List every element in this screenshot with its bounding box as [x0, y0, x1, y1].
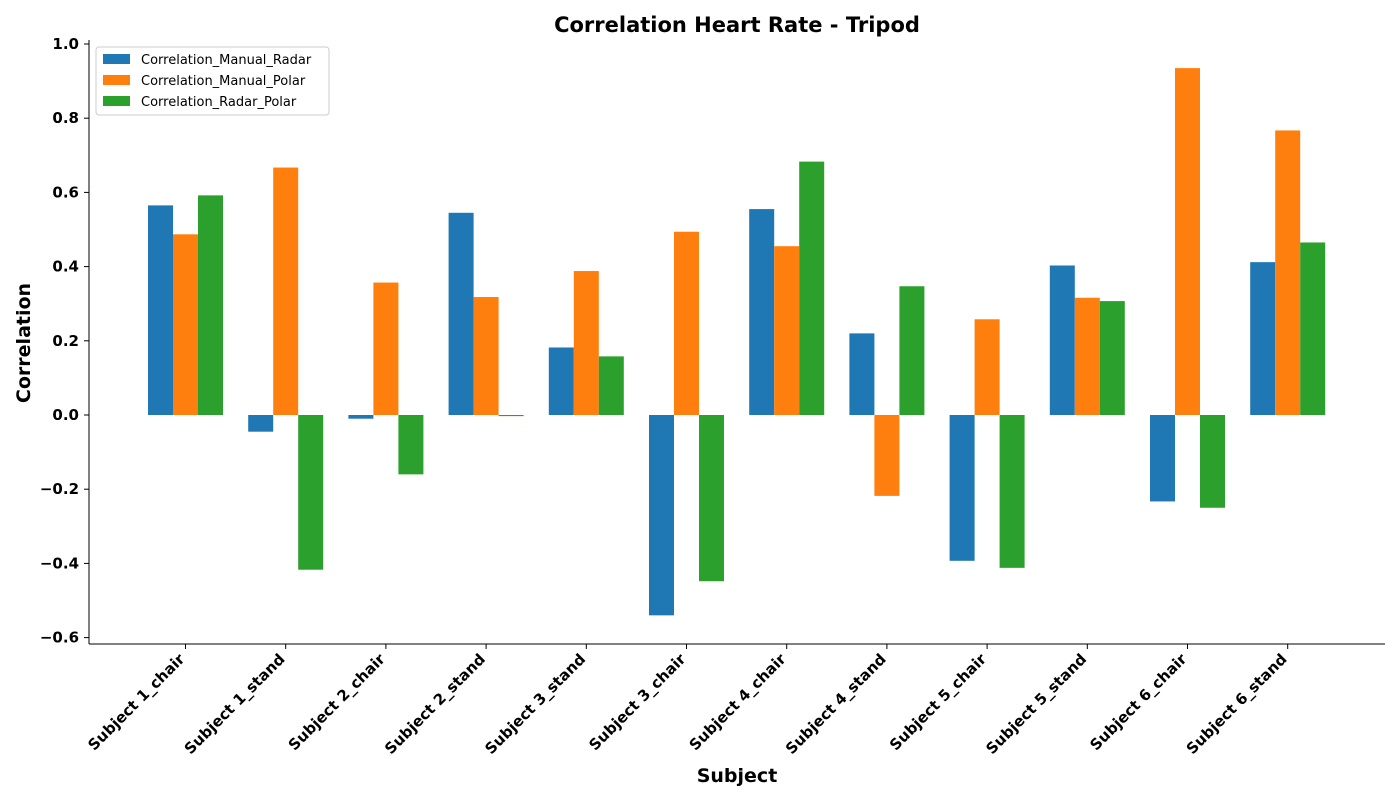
x-tick-label: Subject 2_chair	[285, 650, 389, 754]
y-tick-label: 0.6	[52, 183, 79, 201]
bar-correlation-manual-polar-3	[473, 297, 499, 415]
legend-label: Correlation_Manual_Radar	[141, 53, 312, 68]
bar-correlation-manual-radar-5	[649, 415, 674, 616]
y-tick-label: −0.4	[40, 554, 79, 572]
bar-correlation-manual-polar-5	[674, 231, 699, 415]
bar-correlation-radar-polar-10	[1200, 415, 1225, 508]
y-tick-label: 0.2	[52, 332, 79, 350]
bar-correlation-radar-polar-8	[999, 415, 1025, 568]
bar-correlation-manual-radar-8	[949, 415, 975, 561]
bar-correlation-manual-radar-4	[548, 347, 574, 415]
y-tick-label: 0.4	[52, 258, 79, 276]
legend-swatch	[103, 75, 130, 85]
y-tick-label: −0.2	[40, 480, 79, 498]
bar-correlation-manual-polar-9	[1074, 297, 1100, 415]
x-tick-label: Subject 1_chair	[84, 650, 188, 754]
legend-swatch	[103, 54, 130, 64]
bar-correlation-manual-radar-7	[849, 333, 875, 415]
y-ticks: 1.0 0.8 0.6 0.4 0.2 0.0 −0.2 −0.4 −0.6	[40, 35, 89, 647]
legend: Correlation_Manual_Radar Correlation_Manu…	[95, 46, 330, 116]
bar-correlation-manual-polar-6	[774, 246, 800, 415]
bar-correlation-radar-polar-2	[398, 415, 424, 475]
x-tick-label: Subject 6_stand	[1183, 650, 1291, 758]
bar-correlation-radar-polar-3	[498, 415, 524, 417]
bar-correlation-radar-polar-1	[298, 415, 324, 570]
bar-correlation-manual-polar-2	[373, 282, 399, 415]
bar-correlation-manual-radar-0	[148, 205, 173, 415]
bar-correlation-manual-radar-1	[248, 415, 274, 432]
bar-correlation-manual-radar-9	[1049, 265, 1075, 415]
y-tick-label: 0.0	[52, 406, 79, 424]
x-tick-label: Subject 6_chair	[1086, 650, 1190, 754]
bar-correlation-manual-polar-1	[273, 167, 299, 415]
bars-group	[148, 68, 1326, 616]
bar-correlation-manual-polar-8	[974, 319, 1000, 415]
y-tick-label: −0.6	[40, 629, 79, 647]
bar-correlation-manual-radar-3	[448, 212, 474, 415]
x-tick-label: Subject 5_stand	[982, 650, 1090, 758]
bar-correlation-manual-polar-4	[573, 271, 599, 415]
bar-correlation-radar-polar-7	[899, 286, 925, 415]
y-axis-label: Correlation	[13, 283, 35, 403]
legend-label: Correlation_Radar_Polar	[141, 95, 297, 110]
bar-correlation-manual-radar-11	[1250, 262, 1276, 415]
bar-correlation-manual-polar-10	[1175, 68, 1200, 416]
bar-correlation-radar-polar-6	[799, 161, 825, 415]
legend-swatch	[103, 96, 130, 106]
chart-title: Correlation Heart Rate - Tripod	[554, 13, 920, 37]
x-tick-label: Subject 2_stand	[381, 650, 489, 758]
bar-correlation-manual-polar-7	[874, 415, 900, 496]
bar-correlation-manual-radar-2	[348, 415, 374, 419]
x-tick-label: Subject 1_stand	[181, 650, 289, 758]
bar-correlation-radar-polar-4	[598, 356, 624, 415]
x-tick-label: Subject 3_stand	[481, 650, 589, 758]
legend-label: Correlation_Manual_Polar	[141, 74, 306, 89]
bar-correlation-manual-radar-10	[1150, 415, 1175, 502]
bar-correlation-manual-polar-11	[1275, 130, 1301, 415]
bar-correlation-radar-polar-11	[1300, 242, 1326, 415]
x-tick-label: Subject 5_chair	[886, 650, 990, 754]
bar-correlation-radar-polar-5	[699, 415, 724, 582]
y-tick-label: 1.0	[52, 35, 79, 53]
x-tick-label: Subject 3_chair	[585, 650, 689, 754]
y-tick-label: 0.8	[52, 109, 79, 127]
x-axis-label: Subject	[697, 765, 778, 787]
bar-correlation-radar-polar-9	[1099, 301, 1125, 415]
bar-correlation-radar-polar-0	[198, 195, 223, 415]
bar-correlation-manual-radar-6	[749, 209, 775, 415]
legend-box	[95, 46, 330, 116]
x-tick-label: Subject 4_chair	[686, 650, 790, 754]
x-tick-label: Subject 4_stand	[782, 650, 890, 758]
bar-correlation-manual-polar-0	[173, 234, 198, 415]
